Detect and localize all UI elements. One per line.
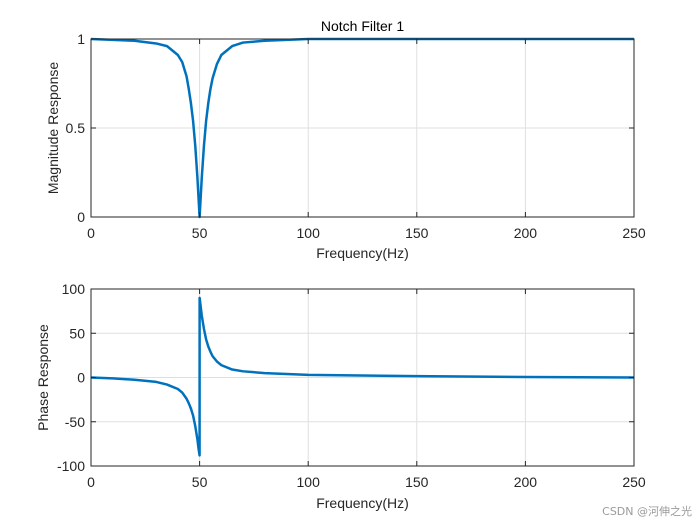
x-tick-label: 250 [622, 225, 646, 241]
y-tick-label: 100 [62, 281, 86, 297]
x-tick-label: 200 [514, 474, 538, 490]
x-axis-label: Frequency(Hz) [316, 495, 409, 511]
y-tick-label: 0.5 [66, 120, 86, 136]
x-tick-label: 250 [622, 474, 646, 490]
y-axis-label: Magnitude Response [45, 62, 61, 195]
y-tick-label: 0 [77, 209, 85, 225]
magnitude-plot: 0 50 100 150 200 250 0 0.5 1 Frequency(Hz) Magnitu… [45, 18, 646, 261]
x-tick-label: 50 [192, 225, 208, 241]
x-axis-label: Frequency(Hz) [316, 245, 409, 261]
x-tick-label: 100 [297, 474, 321, 490]
x-tick-label: 200 [514, 225, 538, 241]
y-axis-label: Phase Response [35, 324, 51, 431]
series-line-0 [90, 296, 635, 457]
watermark-text: CSDN @河伸之光 [602, 505, 692, 518]
x-tick-label: 100 [297, 225, 321, 241]
x-tick-label: 50 [192, 474, 208, 490]
series-line-0 [90, 37, 634, 219]
y-tick-label: -100 [57, 458, 85, 474]
chart-title: Notch Filter 1 [321, 18, 404, 34]
x-tick-label: 0 [87, 474, 95, 490]
y-tick-label: 1 [77, 31, 85, 47]
y-tick-label: 0 [77, 370, 85, 386]
y-tick-label: 50 [69, 325, 85, 341]
y-tick-label: -50 [65, 414, 85, 430]
phase-plot: 0 50 100 150 200 250 -100 -50 0 50 100 Frequency(Hz… [35, 281, 646, 511]
x-tick-label: 0 [87, 225, 95, 241]
x-tick-label: 150 [405, 225, 429, 241]
x-tick-label: 150 [405, 474, 429, 490]
